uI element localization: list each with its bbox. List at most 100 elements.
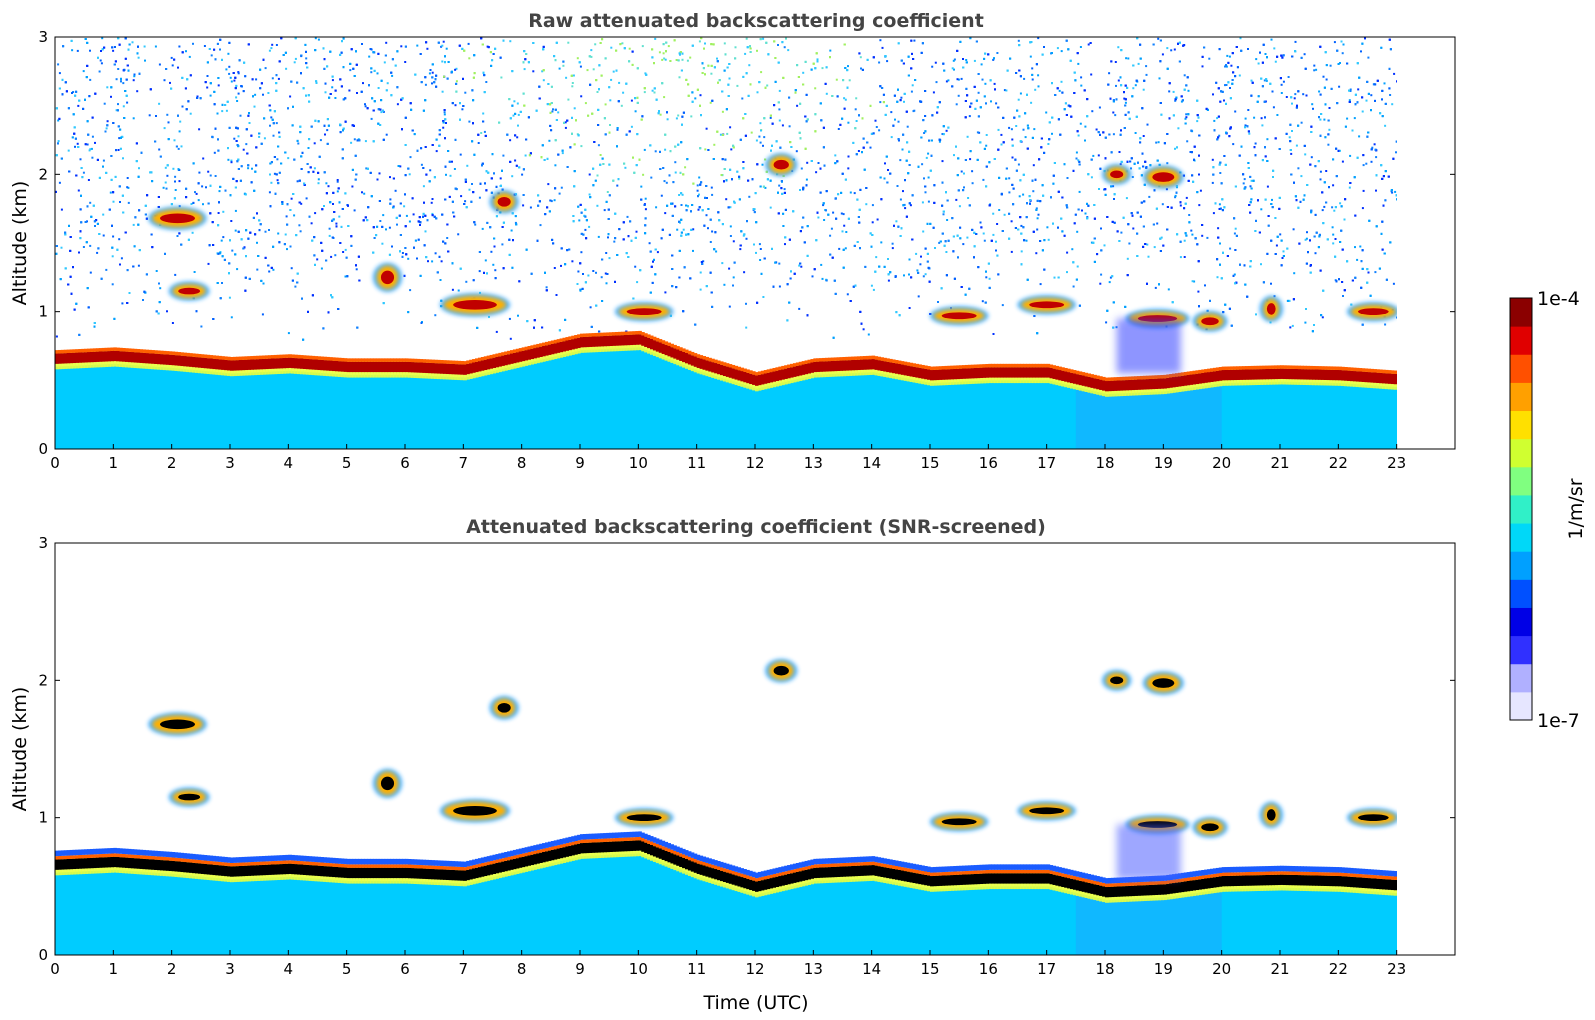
noise-mark <box>648 242 651 245</box>
noise-mark <box>178 205 181 208</box>
noise-mark <box>1365 162 1368 165</box>
noise-mark <box>486 45 489 48</box>
noise-mark <box>726 132 729 135</box>
noise-mark <box>1018 195 1021 198</box>
noise-mark <box>514 221 517 224</box>
noise-mark <box>1224 84 1226 87</box>
noise-mark <box>465 280 468 283</box>
noise-mark <box>1273 47 1276 50</box>
noise-mark <box>609 99 612 102</box>
noise-mark <box>228 65 231 68</box>
noise-mark <box>296 180 299 183</box>
noise-mark <box>236 100 239 102</box>
noise-mark <box>1045 111 1048 114</box>
noise-mark <box>477 142 480 144</box>
noise-mark <box>1020 250 1023 253</box>
noise-mark <box>1166 47 1169 50</box>
noise-mark <box>694 97 697 100</box>
noise-mark <box>924 191 927 194</box>
noise-mark <box>105 268 108 271</box>
noise-mark <box>912 110 915 113</box>
noise-mark <box>938 140 941 143</box>
noise-mark <box>233 137 236 140</box>
noise-mark <box>1374 271 1377 274</box>
noise-mark <box>941 160 944 163</box>
noise-mark <box>1003 213 1006 216</box>
noise-mark <box>299 230 302 233</box>
noise-mark <box>205 186 207 189</box>
noise-mark <box>511 175 514 178</box>
noise-mark <box>849 191 852 194</box>
noise-mark <box>1291 324 1294 327</box>
noise-mark <box>755 251 757 254</box>
noise-mark <box>294 57 297 60</box>
noise-mark <box>729 225 732 228</box>
noise-mark <box>396 103 399 106</box>
noise-mark <box>91 135 94 138</box>
noise-mark <box>715 250 718 253</box>
noise-mark <box>449 174 452 177</box>
noise-mark <box>227 158 230 161</box>
noise-mark <box>408 220 411 223</box>
noise-mark <box>1270 38 1273 41</box>
noise-mark <box>837 128 840 130</box>
noise-mark <box>978 131 981 134</box>
noise-mark <box>957 94 960 97</box>
noise-mark <box>938 241 941 244</box>
noise-mark <box>385 228 387 231</box>
noise-mark <box>1313 69 1316 72</box>
noise-mark <box>1142 88 1145 91</box>
noise-mark <box>1338 85 1341 88</box>
noise-mark <box>571 82 574 84</box>
noise-mark <box>1266 138 1269 141</box>
noise-mark <box>481 227 484 230</box>
noise-mark <box>293 214 296 217</box>
noise-mark <box>1341 160 1344 163</box>
noise-mark <box>644 208 647 211</box>
noise-mark <box>1329 64 1332 67</box>
noise-mark <box>666 118 669 121</box>
noise-mark <box>121 302 124 305</box>
noise-mark <box>120 257 123 260</box>
noise-mark <box>290 267 293 270</box>
noise-mark <box>1078 190 1081 193</box>
noise-mark <box>573 107 576 110</box>
noise-mark <box>1145 73 1148 76</box>
noise-mark <box>310 222 313 225</box>
noise-mark <box>891 242 894 245</box>
noise-mark <box>576 57 579 60</box>
noise-mark <box>662 52 665 55</box>
noise-mark <box>1079 46 1082 48</box>
noise-mark <box>1319 178 1322 181</box>
noise-mark <box>272 134 275 137</box>
noise-mark <box>1112 185 1115 188</box>
noise-mark <box>1154 286 1157 289</box>
noise-mark <box>237 71 240 74</box>
noise-mark <box>997 128 1000 131</box>
noise-mark <box>1155 141 1158 144</box>
noise-mark <box>494 269 497 272</box>
noise-mark <box>846 293 849 296</box>
noise-mark <box>1112 133 1115 136</box>
noise-mark <box>973 59 976 62</box>
noise-mark <box>136 90 139 93</box>
noise-mark <box>76 142 79 145</box>
noise-mark <box>460 195 463 198</box>
noise-mark <box>198 171 201 174</box>
noise-mark <box>788 125 791 128</box>
noise-mark <box>1362 164 1365 167</box>
noise-mark <box>320 267 323 270</box>
noise-mark <box>1271 198 1273 201</box>
noise-mark <box>1023 77 1026 80</box>
noise-mark <box>200 325 203 328</box>
noise-mark <box>1269 321 1272 324</box>
noise-mark <box>832 211 835 214</box>
noise-mark <box>284 233 287 236</box>
noise-mark <box>1066 251 1069 254</box>
noise-mark <box>1319 170 1322 173</box>
noise-mark <box>580 95 583 98</box>
noise-mark <box>643 148 646 151</box>
noise-mark <box>170 56 173 59</box>
noise-mark <box>517 314 519 317</box>
noise-mark <box>399 165 402 168</box>
